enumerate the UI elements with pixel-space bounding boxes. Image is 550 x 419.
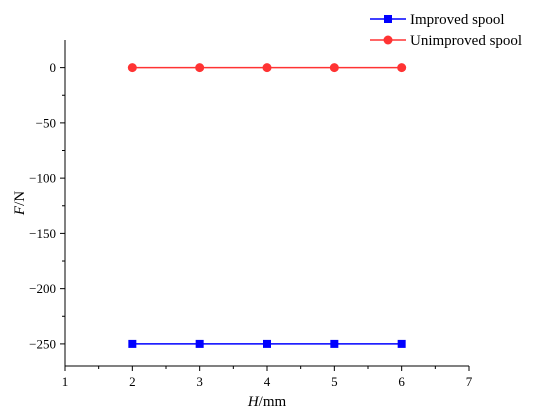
legend-marker-unimproved-spool xyxy=(383,35,393,45)
y-axis-label-symbol: F xyxy=(12,205,28,216)
x-tick-label: 6 xyxy=(398,374,405,389)
legend-item-unimproved-spool: Unimproved spool xyxy=(370,33,522,49)
y-axis-label-unit: /N xyxy=(12,191,28,206)
y-axis-label: F/N xyxy=(12,191,28,216)
data-point-unimproved-spool xyxy=(397,63,407,73)
y-tick-label: −100 xyxy=(29,171,56,186)
x-tick-label: 7 xyxy=(466,374,473,389)
x-axis-label-unit: /mm xyxy=(259,394,287,410)
y-ticks: 0 −50 −100 −150 −200 −250 xyxy=(29,60,65,351)
y-tick-label: −250 xyxy=(29,336,56,351)
x-tick-label: 2 xyxy=(129,374,136,389)
x-tick-label: 5 xyxy=(331,374,338,389)
data-point-improved-spool xyxy=(195,339,204,348)
x-tick-label: 1 xyxy=(62,374,69,389)
data-point-improved-spool xyxy=(330,339,339,348)
legend-item-improved-spool: Improved spool xyxy=(370,12,505,28)
legend-label-improved-spool: Improved spool xyxy=(410,12,505,28)
legend: Improved spool Unimproved spool xyxy=(370,12,522,49)
y-tick-label: −150 xyxy=(29,226,56,241)
data-point-improved-spool xyxy=(128,339,137,348)
y-tick-label: −50 xyxy=(36,115,56,130)
y-tick-label: −200 xyxy=(29,281,56,296)
legend-marker-improved-spool xyxy=(384,15,392,23)
data-point-unimproved-spool xyxy=(329,63,339,73)
data-point-improved-spool xyxy=(397,339,406,348)
x-axis-label: H/mm xyxy=(247,394,287,410)
data-point-unimproved-spool xyxy=(127,63,137,73)
x-tick-label: 4 xyxy=(264,374,271,389)
legend-label-unimproved-spool: Unimproved spool xyxy=(410,33,522,49)
data-point-unimproved-spool xyxy=(195,63,205,73)
data-point-unimproved-spool xyxy=(262,63,272,73)
x-axis-label-symbol: H xyxy=(247,394,260,410)
y-tick-label: 0 xyxy=(50,60,57,75)
data-point-improved-spool xyxy=(263,339,271,348)
x-ticks: 1 2 3 4 5 6 7 xyxy=(62,366,473,389)
axes xyxy=(64,40,469,367)
series-layer xyxy=(127,63,407,348)
x-tick-label: 3 xyxy=(196,374,203,389)
